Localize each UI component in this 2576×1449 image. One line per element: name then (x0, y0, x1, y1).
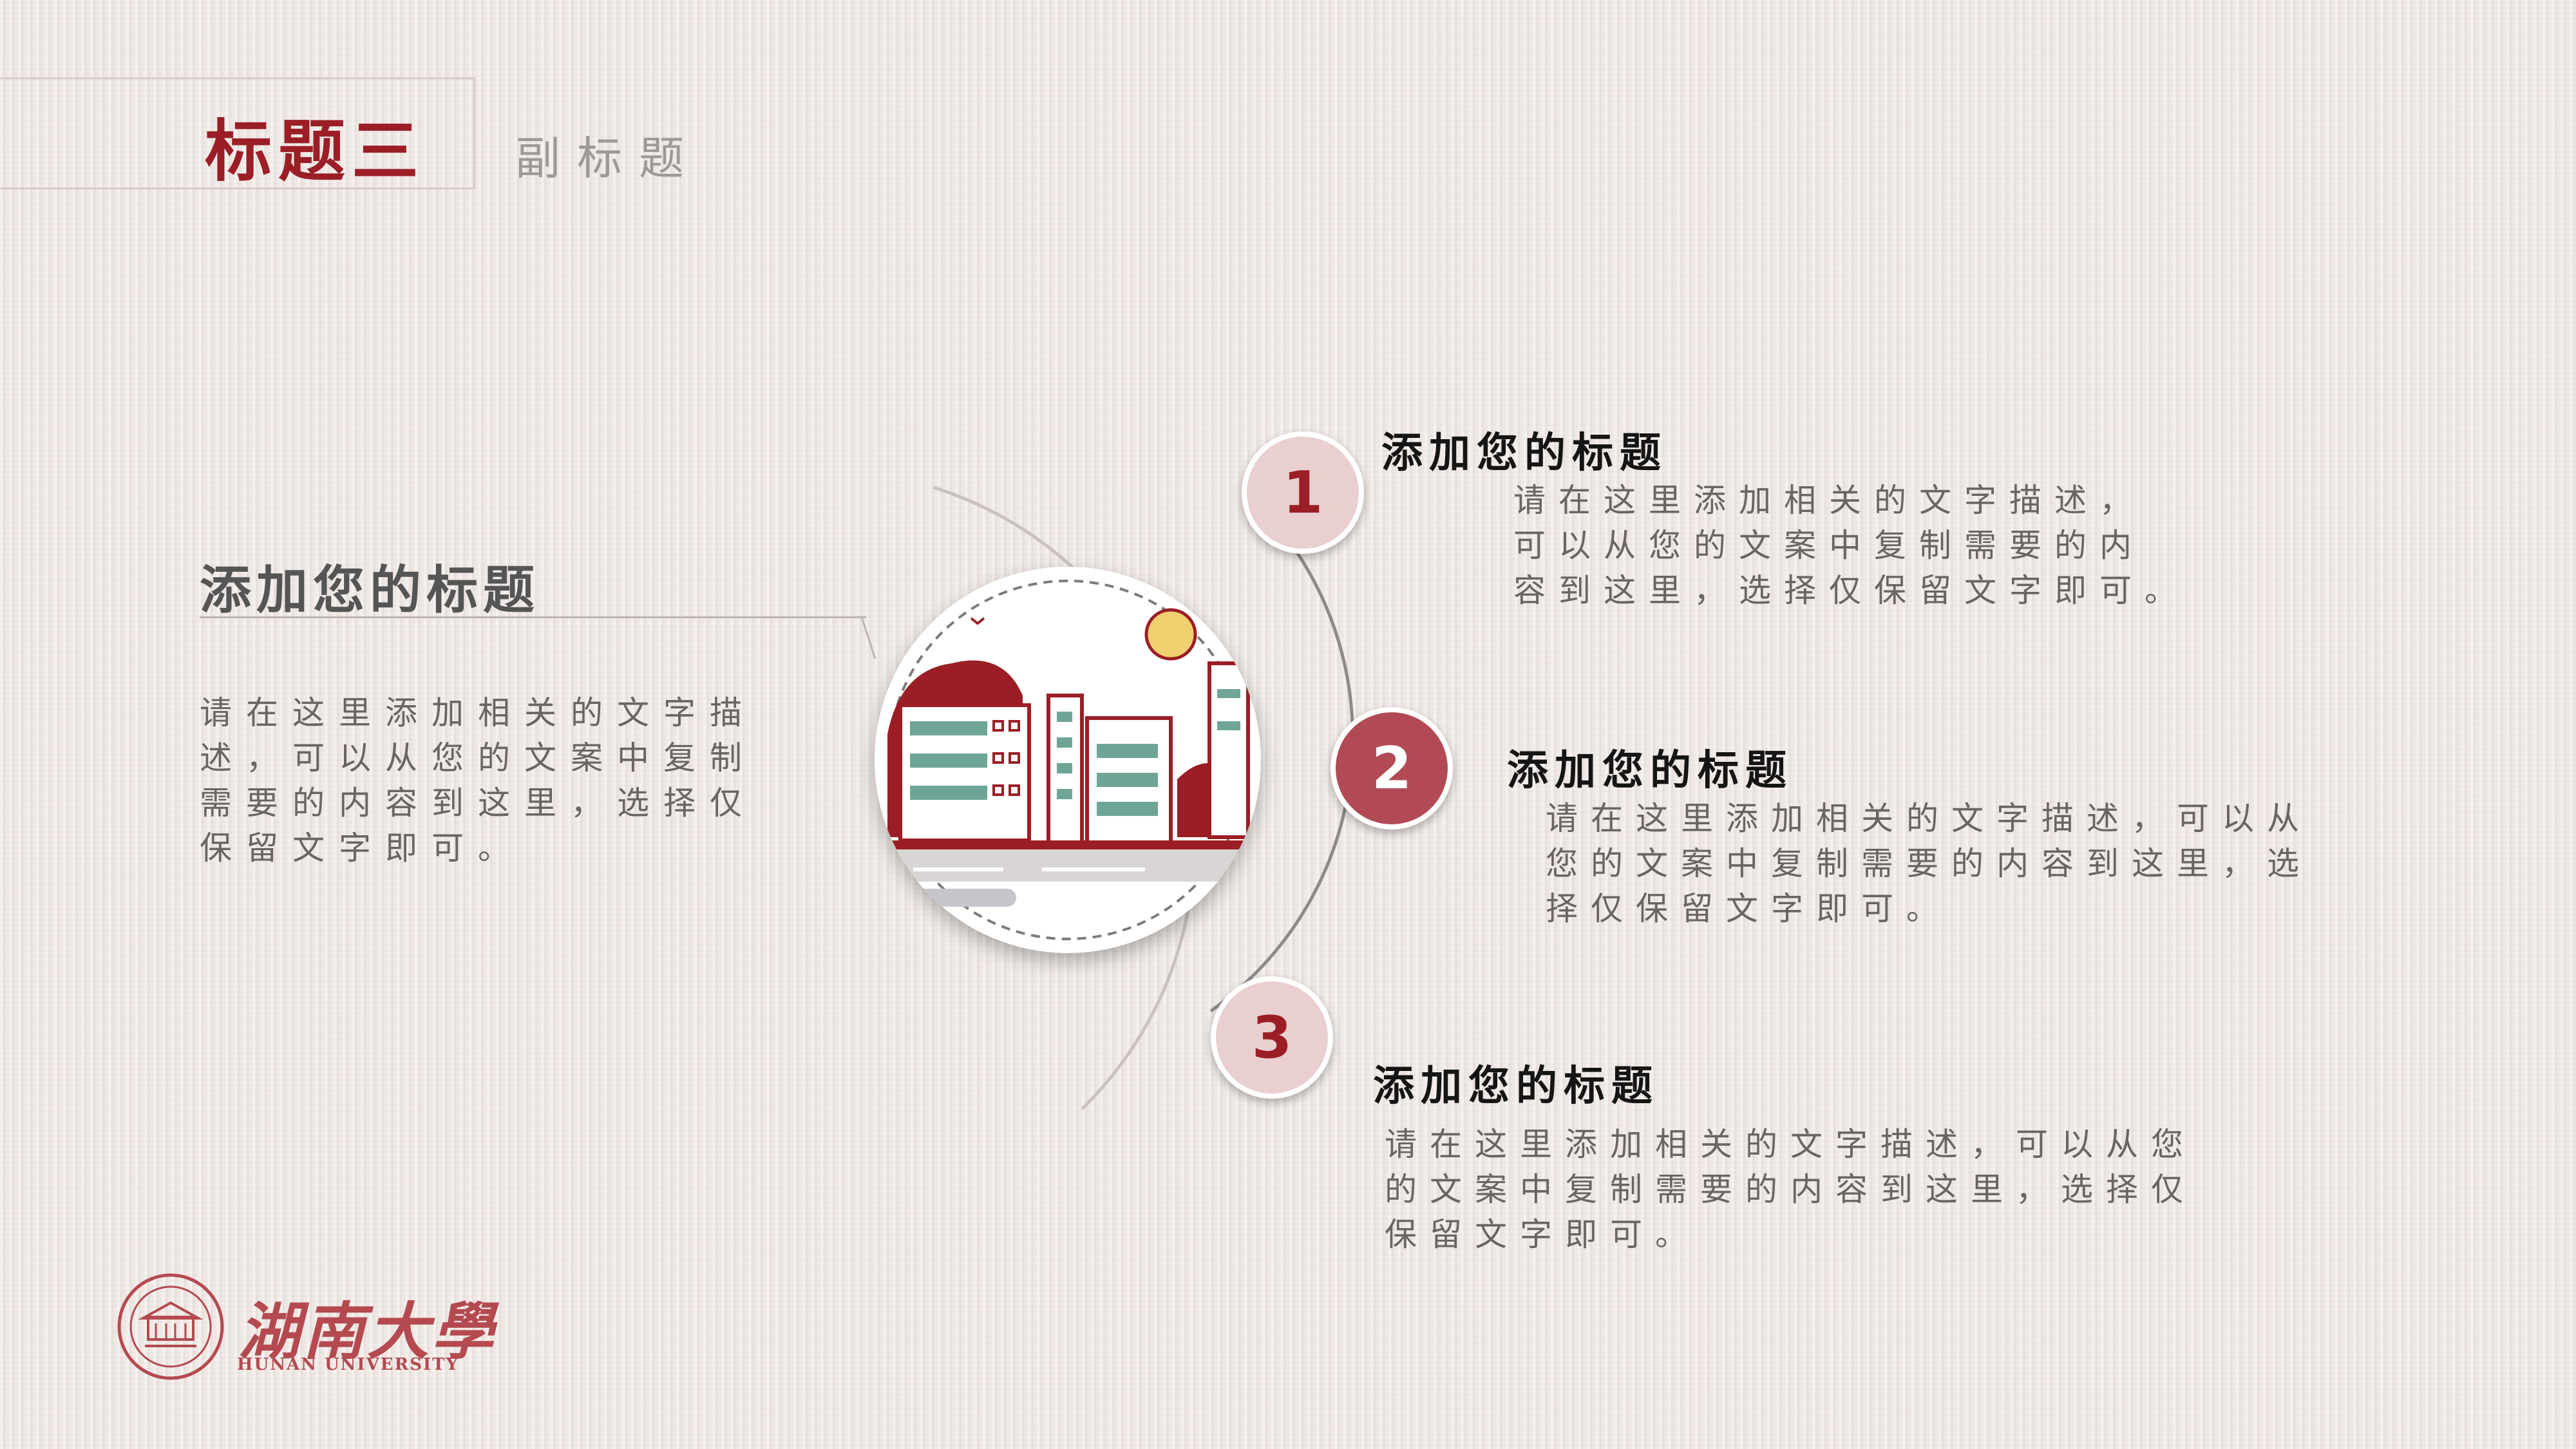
item-2-title: 添加您的标题 (1507, 747, 1793, 795)
title-frame (0, 77, 475, 189)
university-logo-name-en: HUNAN UNIVERSITY (237, 1355, 460, 1374)
step-1-badge: 1 (1242, 431, 1364, 554)
item-3-body-line: 的文案中复制需要的内容到这里，选择仅 (1385, 1171, 2196, 1208)
item-1-body: 请在这里添加相关的文字描述， 可以从您的文案中复制需要的内 容到这里，选择仅保留… (1513, 478, 2190, 613)
building-illustration (875, 567, 1261, 953)
item-2-body-line: 择仅保留文字即可。 (1546, 890, 1951, 927)
step-3-badge: 3 (1211, 976, 1333, 1099)
item-1-body-line: 可以从您的文案中复制需要的内 (1513, 527, 2145, 564)
left-underline-tail (860, 616, 876, 659)
item-2-body-line: 请在这里添加相关的文字描述，可以从 (1546, 800, 2312, 837)
university-seal-icon (117, 1273, 224, 1380)
page-subtitle: 副标题 (515, 132, 701, 185)
item-2-body-line: 您的文案中复制需要的内容到这里，选 (1546, 845, 2312, 882)
item-3-body: 请在这里添加相关的文字描述，可以从您 的文案中复制需要的内容到这里，选择仅 保留… (1385, 1122, 2196, 1257)
page-title: 标题三 (205, 111, 426, 191)
left-body-text: 请在这里添加相关的文字描述，可以从您的文案中复制需要的内容到这里，选择仅保留文字… (200, 694, 756, 867)
university-logo-name: 湖南大學 (238, 1295, 496, 1368)
left-underline (200, 616, 866, 618)
left-heading: 添加您的标题 (200, 560, 540, 620)
step-2-badge: 2 (1331, 707, 1453, 829)
campus-building-icon (875, 580, 1261, 940)
item-1-body-line: 请在这里添加相关的文字描述， (1513, 482, 2145, 519)
item-1-body-line: 容到这里，选择仅保留文字即可。 (1513, 572, 2190, 609)
item-3-body-line: 保留文字即可。 (1385, 1216, 1700, 1253)
item-1-title: 添加您的标题 (1381, 430, 1667, 477)
item-3-title: 添加您的标题 (1373, 1063, 1659, 1110)
item-3-body-line: 请在这里添加相关的文字描述，可以从您 (1385, 1126, 2196, 1163)
item-2-body: 请在这里添加相关的文字描述，可以从 您的文案中复制需要的内容到这里，选 择仅保留… (1546, 796, 2312, 931)
